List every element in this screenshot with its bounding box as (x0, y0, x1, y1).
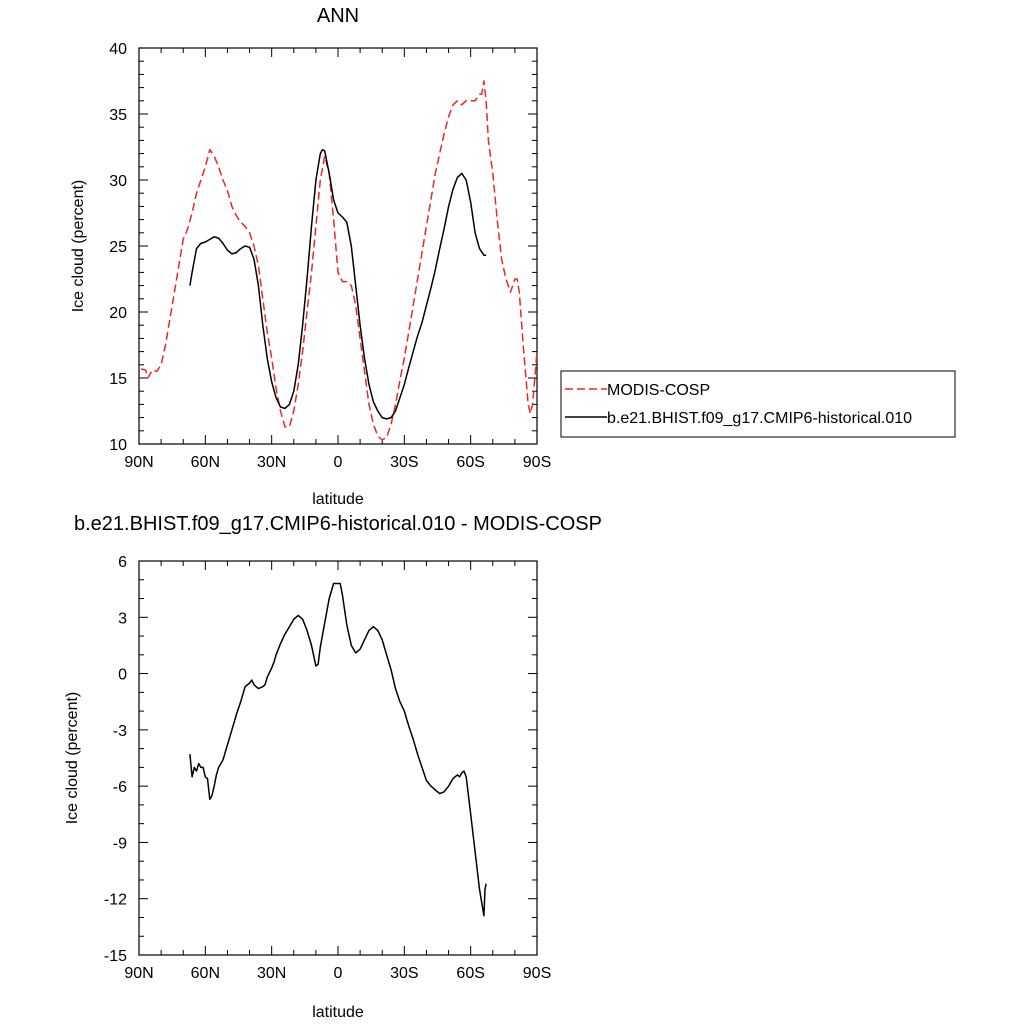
x-axis-label: latitude (312, 1004, 364, 1021)
chart-title: ANN (317, 5, 359, 27)
y-tick-label: -6 (113, 779, 127, 796)
y-tick-label: 35 (109, 107, 127, 124)
y-axis-label: Ice cloud (percent) (64, 692, 81, 825)
x-tick-label: 30N (257, 965, 286, 982)
x-tick-label: 0 (334, 965, 343, 982)
chart-2: b.e21.BHIST.f09_g17.CMIP6-historical.010… (64, 513, 602, 1021)
x-tick-label: 30S (390, 965, 418, 982)
y-tick-label: 10 (109, 437, 127, 454)
y-tick-label: 3 (118, 610, 127, 627)
x-tick-label: 0 (334, 454, 343, 471)
y-tick-label: -15 (104, 948, 127, 965)
legend: MODIS-COSP b.e21.BHIST.f09_g17.CMIP6-hist… (560, 370, 956, 438)
y-tick-label: 0 (118, 667, 127, 684)
y-tick-label: 6 (118, 554, 127, 571)
x-tick-label: 60N (191, 454, 220, 471)
y-tick-label: 30 (109, 173, 127, 190)
plot-frame (138, 560, 538, 956)
x-tick-label: 60N (191, 965, 220, 982)
y-tick-label: 25 (109, 239, 127, 256)
legend-entry: MODIS-COSP (607, 382, 710, 399)
x-tick-label: 30N (257, 454, 286, 471)
x-tick-label: 90N (124, 965, 153, 982)
series-line-difference (189, 582, 487, 917)
series-line-model (189, 148, 487, 420)
x-tick-label: 90S (523, 965, 551, 982)
legend-entry: b.e21.BHIST.f09_g17.CMIP6-historical.010 (607, 410, 912, 427)
x-tick-label: 60S (456, 965, 484, 982)
y-tick-label: -12 (104, 892, 127, 909)
x-tick-label: 60S (456, 454, 484, 471)
x-tick-label: 90N (124, 454, 153, 471)
x-tick-label: 30S (390, 454, 418, 471)
x-axis-label: latitude (312, 491, 364, 508)
y-tick-label: 20 (109, 305, 127, 322)
y-tick-label: 40 (109, 41, 127, 58)
series-line-modis-cosp (140, 80, 538, 441)
y-tick-label: 15 (109, 371, 127, 388)
chart-title: b.e21.BHIST.f09_g17.CMIP6-historical.010… (74, 513, 602, 535)
y-tick-label: -9 (113, 835, 127, 852)
x-tick-label: 90S (523, 454, 551, 471)
y-axis-label: Ice cloud (percent) (70, 180, 87, 313)
y-tick-label: -3 (113, 723, 127, 740)
legend-box (560, 370, 956, 438)
chart-1: ANN 90N 60N 30N 0 30S 60S 90S 10 15 20 25 30 35 40 lati… (70, 5, 956, 508)
